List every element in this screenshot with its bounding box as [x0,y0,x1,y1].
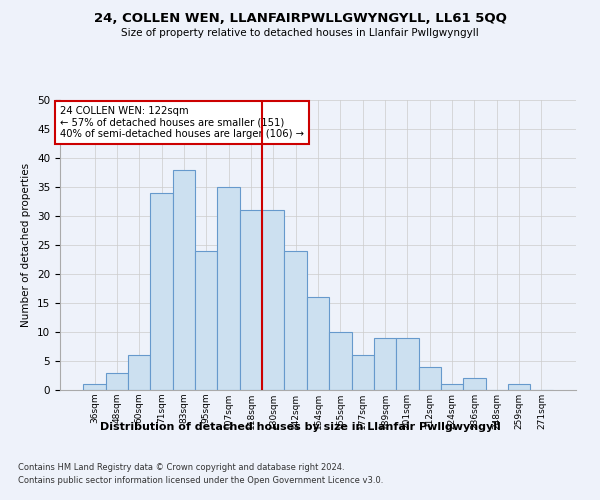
Bar [374,338,396,390]
Text: 24, COLLEN WEN, LLANFAIRPWLLGWYNGYLL, LL61 5QQ: 24, COLLEN WEN, LLANFAIRPWLLGWYNGYLL, LL… [94,12,506,26]
Bar [173,170,195,390]
Bar [151,193,173,390]
Bar [396,338,419,390]
Bar [195,251,217,390]
Bar [463,378,485,390]
Text: Distribution of detached houses by size in Llanfair Pwllgwyngyll: Distribution of detached houses by size … [100,422,500,432]
Text: 24 COLLEN WEN: 122sqm
← 57% of detached houses are smaller (151)
40% of semi-det: 24 COLLEN WEN: 122sqm ← 57% of detached … [60,106,304,139]
Bar [419,367,441,390]
Bar [83,384,106,390]
Bar [307,297,329,390]
Text: Contains HM Land Registry data © Crown copyright and database right 2024.: Contains HM Land Registry data © Crown c… [18,464,344,472]
Bar [441,384,463,390]
Bar [508,384,530,390]
Bar [352,355,374,390]
Bar [284,251,307,390]
Bar [262,210,284,390]
Text: Size of property relative to detached houses in Llanfair Pwllgwyngyll: Size of property relative to detached ho… [121,28,479,38]
Text: Contains public sector information licensed under the Open Government Licence v3: Contains public sector information licen… [18,476,383,485]
Bar [106,372,128,390]
Bar [329,332,352,390]
Bar [128,355,151,390]
Bar [240,210,262,390]
Y-axis label: Number of detached properties: Number of detached properties [22,163,31,327]
Bar [217,187,240,390]
